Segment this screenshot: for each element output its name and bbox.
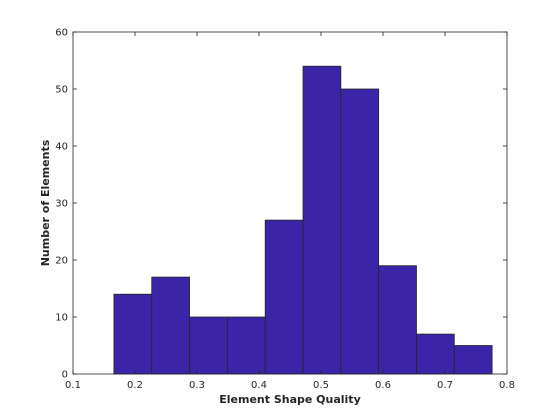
- x-ticks-group: 0.1 0.2 0.3 0.4 0.5 0.6 0.7 0.8: [65, 32, 515, 391]
- histogram-bar: [340, 88, 380, 375]
- x-tick-label: 0.1: [65, 380, 81, 391]
- histogram-bar: [189, 316, 228, 375]
- bars-group: [113, 65, 493, 375]
- y-tick-label: 10: [55, 313, 68, 324]
- x-tick-label: 0.6: [375, 380, 391, 391]
- y-tick-label: 30: [55, 199, 68, 210]
- histogram-bar: [226, 316, 266, 375]
- histogram-bar: [151, 276, 190, 375]
- x-tick-label: 0.8: [499, 380, 515, 391]
- y-tick-label: 40: [55, 142, 68, 153]
- y-tick-label: 60: [55, 28, 68, 39]
- x-tick-label: 0.2: [127, 380, 143, 391]
- x-tick-label: 0.4: [251, 380, 267, 391]
- y-ticks-group: 0 10 20 30 40 50 60: [55, 28, 507, 381]
- histogram-bar: [453, 345, 493, 375]
- histogram-bar: [264, 219, 304, 375]
- x-axis-label: Element Shape Quality: [219, 393, 361, 406]
- y-tick-label: 20: [55, 256, 68, 267]
- x-tick-label: 0.7: [437, 380, 453, 391]
- histogram-bar: [378, 265, 417, 375]
- y-tick-label: 50: [55, 85, 68, 96]
- y-axis-label: Number of Elements: [39, 139, 52, 266]
- x-tick-label: 0.5: [313, 380, 329, 391]
- x-tick-label: 0.3: [189, 380, 205, 391]
- histogram-bar: [416, 333, 455, 375]
- histogram-bar: [302, 65, 342, 375]
- y-tick-label: 0: [62, 370, 68, 381]
- histogram-bar: [113, 293, 153, 375]
